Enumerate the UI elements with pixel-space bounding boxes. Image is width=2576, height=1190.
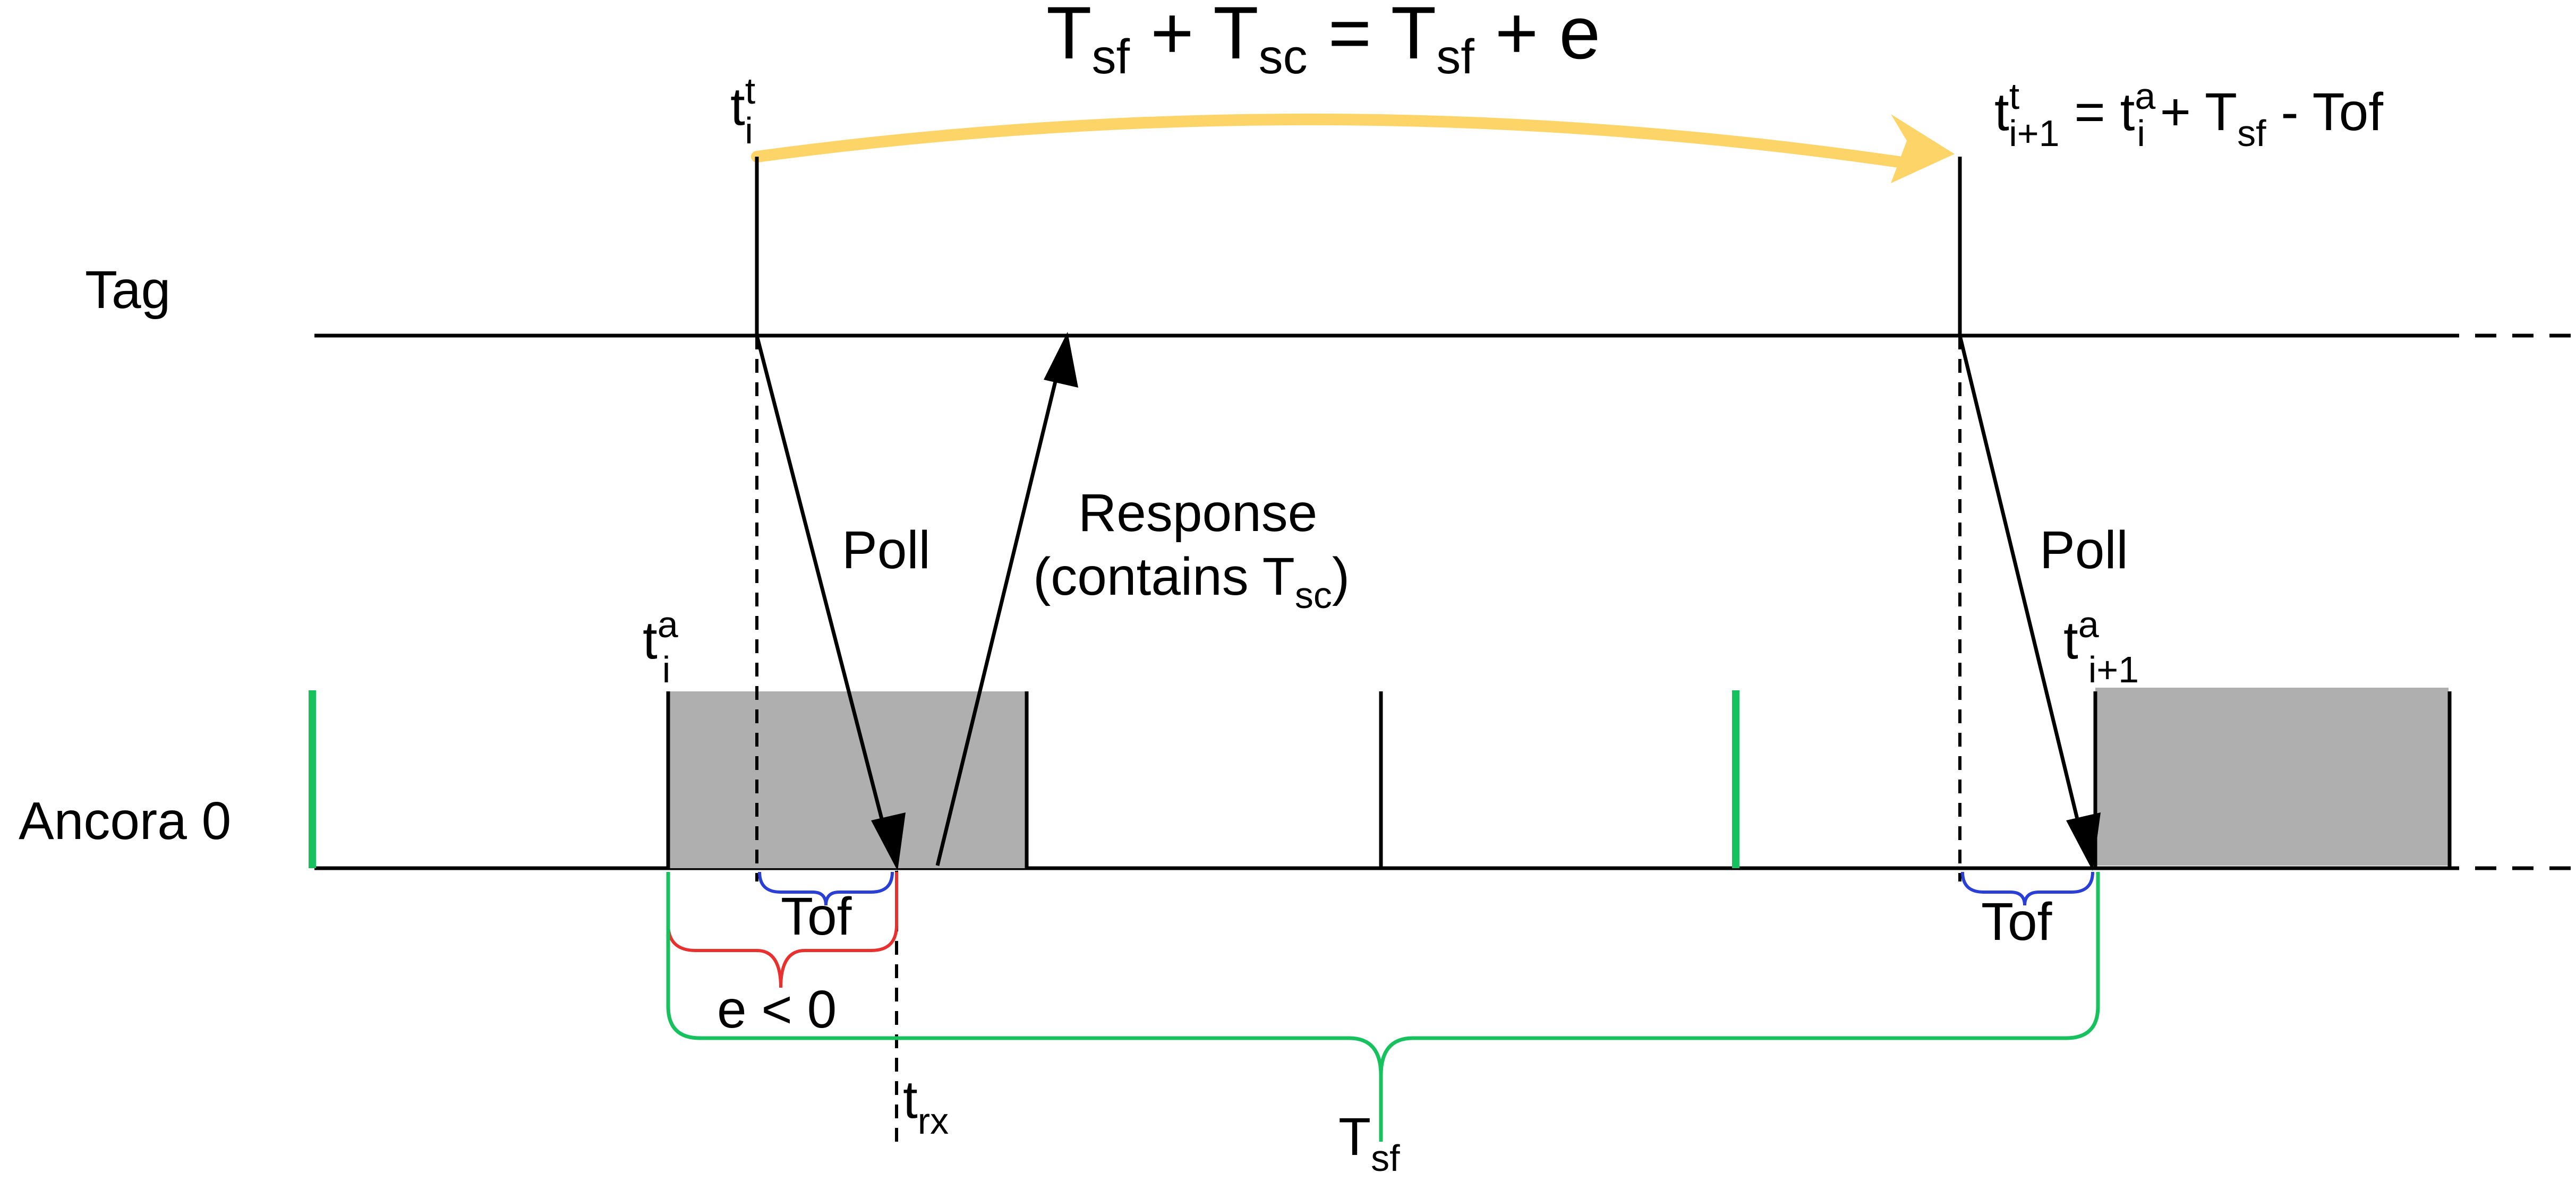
poll-arrow-1	[755, 335, 892, 850]
poll-arrow-1-head	[871, 812, 906, 871]
tof-brace-2	[1961, 871, 2094, 906]
lane-label-anchor: Ancora 0	[19, 791, 231, 851]
poll-arrow-2-head	[2066, 812, 2101, 871]
sync-arc	[751, 113, 1905, 168]
label-t-i-anchor: ta i	[643, 604, 678, 690]
label-t-next-anchor: ta i+1	[2063, 604, 2139, 690]
label-e-less-zero: e < 0	[717, 980, 837, 1039]
label-response-2: (contains Tsc)	[1033, 547, 1350, 616]
superframe-brace	[666, 872, 2100, 1142]
tof-brace-1	[758, 871, 894, 906]
slot-2	[2095, 688, 2449, 866]
response-arrow	[935, 353, 1064, 866]
label-tof-2: Tof	[1981, 892, 2052, 952]
response-arrow-head	[1044, 332, 1078, 388]
label-trx: trx	[903, 1070, 949, 1142]
error-brace	[667, 872, 898, 988]
label-tof-1: Tof	[781, 887, 852, 946]
sync-arc-head	[1891, 114, 1955, 183]
poll-arrow-2	[1958, 335, 2087, 850]
slot-1	[668, 691, 1027, 868]
title-formula: Tsf + Tsc = Tsf + e	[1046, 0, 1600, 84]
label-tsf: Tsf	[1338, 1107, 1400, 1179]
label-poll-2: Poll	[2040, 520, 2128, 580]
label-t-next-tag: tt i+1 = ta i + Tsf - Tof	[1994, 75, 2383, 154]
label-poll-1: Poll	[842, 520, 931, 580]
lane-label-tag: Tag	[85, 260, 170, 320]
label-response-1: Response	[1078, 483, 1317, 543]
label-t-i-tag: tt i	[730, 70, 755, 151]
